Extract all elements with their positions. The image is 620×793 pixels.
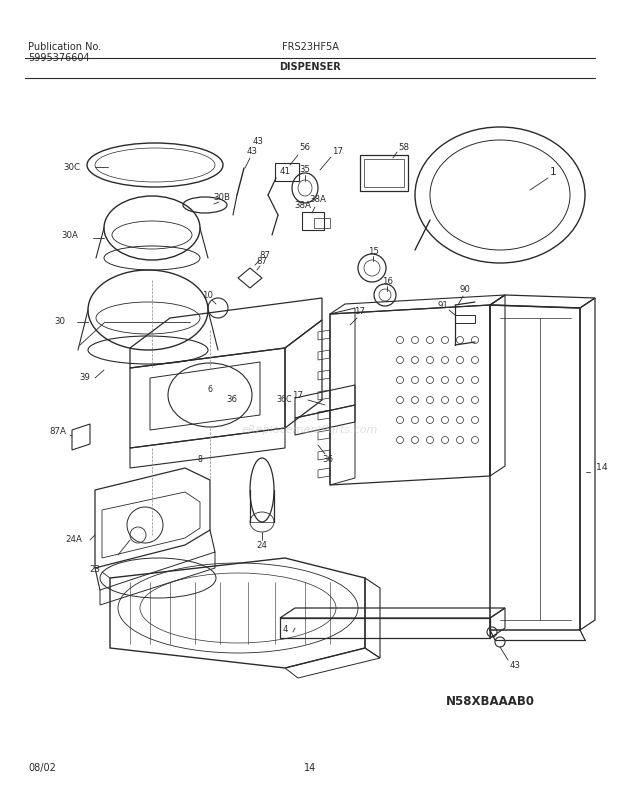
Text: 6: 6: [208, 385, 213, 394]
Text: 87A: 87A: [50, 427, 66, 436]
Text: N58XBAAAB0: N58XBAAAB0: [446, 695, 534, 708]
Text: 38A: 38A: [294, 201, 311, 209]
Text: 35: 35: [299, 166, 311, 174]
Text: Publication No.: Publication No.: [28, 42, 101, 52]
Text: 17: 17: [355, 308, 366, 316]
Text: 30C: 30C: [63, 163, 81, 171]
Bar: [314, 218, 330, 228]
Bar: [302, 212, 324, 230]
Text: 91: 91: [438, 301, 448, 309]
Text: 16: 16: [383, 278, 394, 286]
Bar: [455, 315, 475, 323]
Text: 10: 10: [203, 292, 213, 301]
Text: 87: 87: [257, 258, 267, 266]
Text: 36: 36: [226, 396, 237, 404]
Text: 43: 43: [247, 147, 257, 156]
Bar: [364, 159, 404, 187]
Text: 41: 41: [280, 167, 291, 177]
Text: FRS23HF5A: FRS23HF5A: [281, 42, 339, 52]
Text: DISPENSER: DISPENSER: [279, 62, 341, 72]
Text: 58: 58: [399, 144, 409, 152]
Text: 5995376604: 5995376604: [28, 53, 90, 63]
Text: 4: 4: [282, 626, 288, 634]
Text: 8: 8: [198, 455, 203, 465]
Text: 14: 14: [596, 463, 608, 473]
Text: 30B: 30B: [213, 193, 231, 202]
Text: 24: 24: [257, 541, 267, 550]
Text: 43: 43: [510, 661, 521, 669]
Text: eReplacementParts.com: eReplacementParts.com: [242, 425, 378, 435]
Text: 17: 17: [293, 390, 304, 400]
Text: 15: 15: [368, 247, 379, 256]
Text: 17: 17: [332, 147, 343, 156]
Text: 38A: 38A: [309, 196, 327, 205]
Text: 23: 23: [89, 565, 100, 574]
Text: 24A: 24A: [65, 535, 82, 545]
Text: 56: 56: [299, 144, 311, 152]
Text: 39: 39: [79, 374, 91, 382]
Bar: [275, 163, 299, 181]
Text: 08/02: 08/02: [28, 763, 56, 773]
Bar: [360, 155, 408, 191]
Text: 36: 36: [322, 455, 334, 465]
Text: 90: 90: [459, 285, 471, 294]
Text: 43: 43: [252, 137, 264, 147]
Text: 1: 1: [550, 167, 556, 177]
Text: 36C: 36C: [277, 396, 292, 404]
Text: 30: 30: [55, 317, 66, 327]
Text: 14: 14: [304, 763, 316, 773]
Text: 87: 87: [260, 251, 270, 260]
Text: 30A: 30A: [61, 231, 79, 239]
